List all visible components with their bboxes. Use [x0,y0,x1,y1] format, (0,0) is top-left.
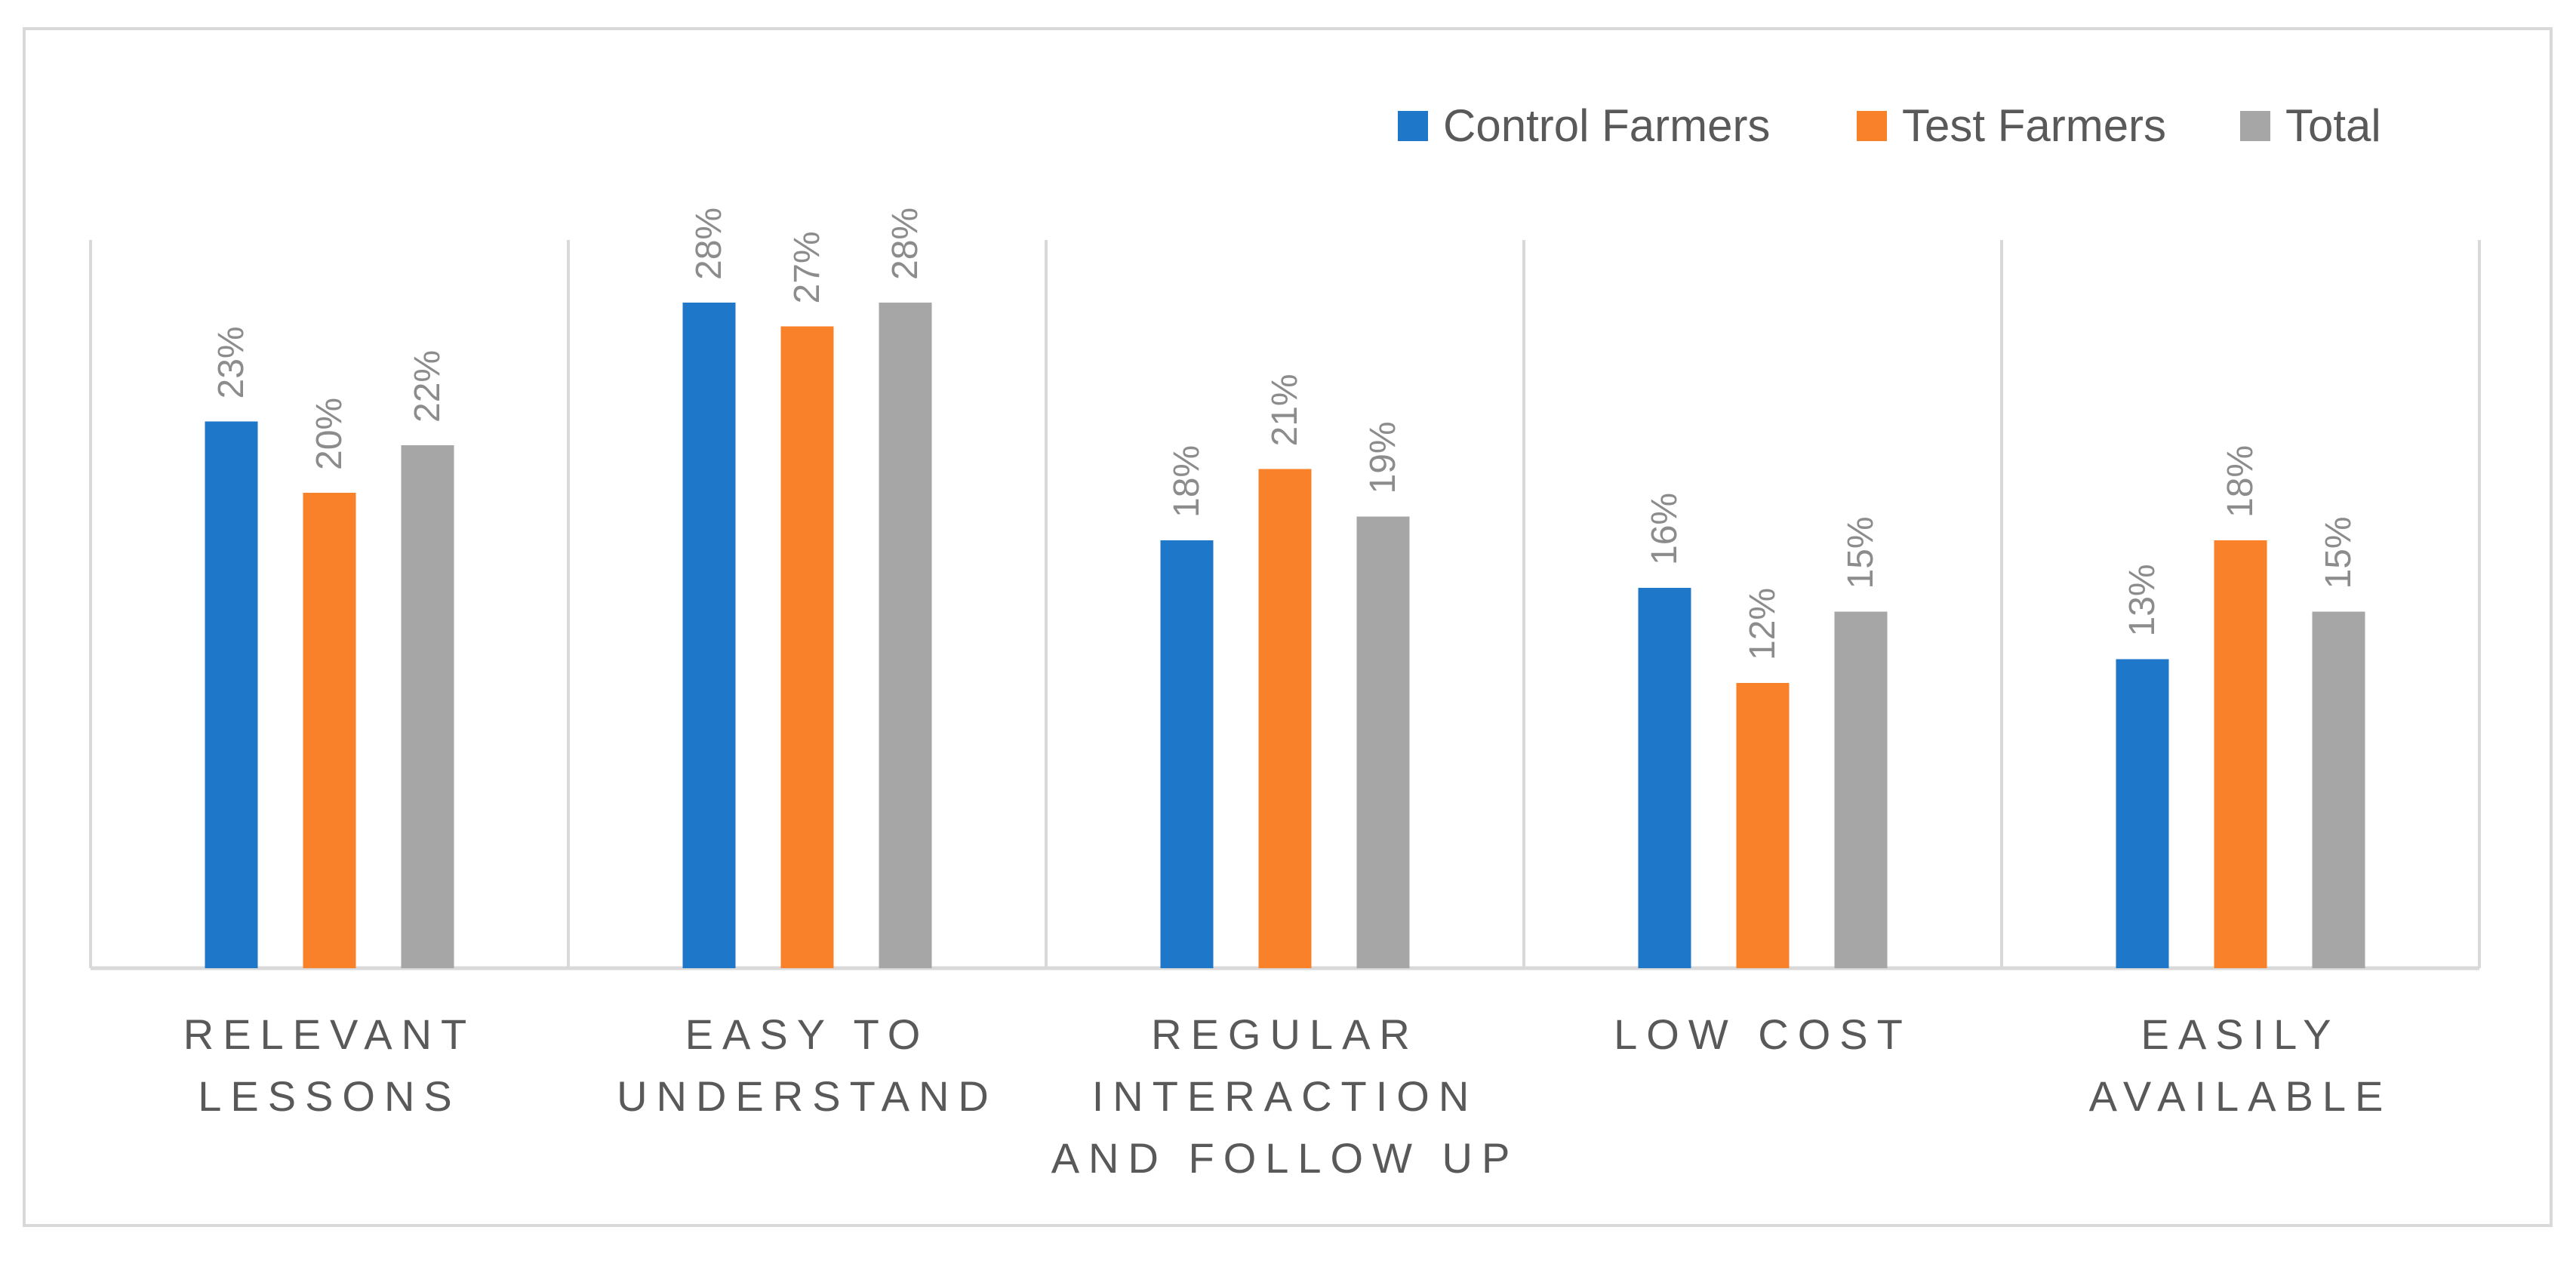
bar-control-farmers-3 [1160,540,1214,968]
data-label: 22% [408,350,448,423]
data-label: 16% [1645,493,1685,565]
category-label: RELEVANT [183,1010,475,1058]
legend-label-total: Total [2285,100,2381,151]
bar-total-4 [1834,611,1888,968]
data-label: 15% [1841,516,1881,589]
data-label: 12% [1743,588,1783,660]
data-label: 20% [309,398,349,470]
legend-swatch-test-farmers [1857,111,1887,141]
data-label: 28% [689,208,729,280]
bar-test-farmers-4 [1736,683,1790,968]
data-label: 27% [787,231,827,303]
bar-test-farmers-2 [780,326,834,968]
legend-swatch-total [2240,111,2270,141]
data-label: 21% [1265,374,1305,446]
bar-control-farmers-1 [205,421,258,968]
bar-total-1 [401,445,454,968]
bar-control-farmers-5 [2116,659,2169,968]
data-label: 13% [2122,564,2162,636]
bar-total-2 [879,303,932,968]
category-label: INTERACTION [1092,1072,1479,1120]
category-label: UNDERSTAND [617,1072,998,1120]
data-label: 28% [885,208,925,280]
data-label: 18% [2221,445,2261,518]
data-label: 18% [1167,445,1207,518]
legend-label-control-farmers: Control Farmers [1443,100,1770,151]
legend-swatch-control-farmers [1398,111,1428,141]
bar-control-farmers-2 [682,303,736,968]
data-label: 19% [1363,421,1403,494]
category-label: REGULAR [1151,1010,1419,1058]
bar-test-farmers-1 [303,493,356,968]
bar-total-3 [1356,516,1410,968]
legend-label-test-farmers: Test Farmers [1902,100,2166,151]
category-label: LESSONS [198,1072,461,1120]
category-label: EASY TO [685,1010,930,1058]
bar-total-5 [2312,611,2365,968]
category-label: AND FOLLOW UP [1051,1134,1519,1182]
category-label: EASILY [2141,1010,2341,1058]
data-label: 23% [211,326,251,398]
category-label: LOW COST [1614,1010,1912,1058]
data-label: 15% [2319,516,2359,589]
bar-test-farmers-3 [1258,469,1312,968]
bar-control-farmers-4 [1638,588,1691,968]
bar-test-farmers-5 [2214,540,2267,968]
category-label: AVAILABLE [2089,1072,2393,1120]
